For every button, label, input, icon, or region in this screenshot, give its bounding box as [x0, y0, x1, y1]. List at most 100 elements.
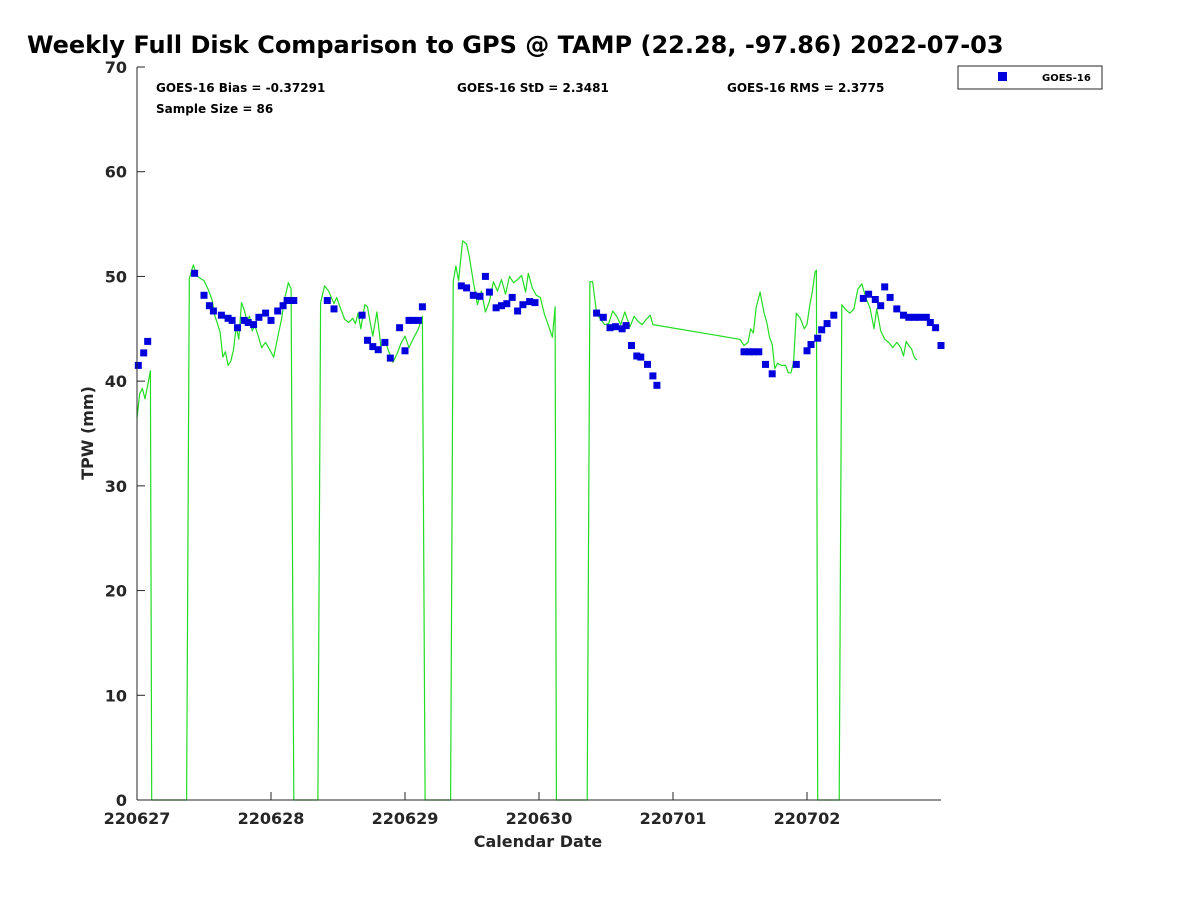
- plot-area: [134, 67, 945, 801]
- goes16-data-point: [205, 302, 213, 310]
- goes16-data-point: [492, 304, 500, 312]
- goes16-data-point: [262, 309, 270, 317]
- series-layer: [134, 240, 945, 801]
- goes16-data-point: [618, 325, 626, 333]
- goes16-data-point: [622, 322, 630, 330]
- goes16-data-point: [893, 305, 901, 313]
- y-tick-label: 40: [105, 372, 127, 391]
- goes16-data-point: [144, 337, 152, 345]
- goes16-data-point: [481, 272, 489, 280]
- goes16-data-point: [401, 347, 409, 355]
- goes16-data-point: [755, 348, 763, 356]
- goes16-data-point: [364, 336, 371, 344]
- goes16-data-point: [653, 381, 661, 389]
- goes16-data-point: [476, 292, 484, 300]
- goes16-data-point: [290, 297, 298, 304]
- goes16-data-point: [905, 313, 913, 321]
- goes16-data-point: [508, 293, 516, 301]
- goes16-data-point: [599, 313, 607, 321]
- goes16-data-point: [485, 288, 493, 296]
- goes16-data-point: [414, 316, 422, 324]
- goes16-data-point: [871, 296, 879, 303]
- goes16-data-point: [814, 334, 822, 342]
- x-tick-label: 220627: [104, 809, 171, 828]
- goes16-data-point: [134, 361, 142, 369]
- goes16-data-point: [209, 307, 217, 315]
- x-axis: 220627 220628 220629 220630 220701 220702: [104, 792, 841, 828]
- goes16-data-point: [409, 316, 417, 324]
- y-tick-label: 70: [105, 58, 127, 77]
- goes16-data-point: [234, 324, 241, 332]
- y-tick-label: 0: [116, 791, 127, 810]
- y-tick-label: 30: [105, 477, 127, 496]
- goes16-data-point: [418, 303, 426, 311]
- goes16-data-point: [865, 290, 873, 298]
- goes16-data-point: [637, 353, 645, 361]
- goes16-data-point: [932, 324, 940, 332]
- goes16-data-point: [457, 282, 465, 290]
- y-tick-label: 20: [105, 582, 127, 601]
- goes16-data-point: [503, 300, 511, 308]
- goes16-data-point: [191, 269, 199, 277]
- goes16-data-point: [877, 302, 885, 310]
- x-tick-label: 220702: [774, 809, 841, 828]
- goes16-data-point: [519, 301, 527, 309]
- goes16-data-point: [937, 342, 945, 349]
- y-axis-label: TPW (mm): [78, 386, 97, 480]
- x-tick-label: 220629: [372, 809, 439, 828]
- stat-sample-size: Sample Size = 86: [156, 102, 273, 116]
- goes16-data-point: [628, 342, 635, 349]
- goes16-data-point: [224, 314, 232, 322]
- goes16-data-point: [745, 348, 753, 356]
- goes16-data-point: [274, 307, 282, 315]
- y-tick-label: 50: [105, 267, 127, 286]
- goes16-data-point: [644, 360, 651, 368]
- goes16-data-point: [633, 352, 641, 360]
- legend-label-goes16: GOES-16: [1042, 73, 1091, 84]
- legend-box: [957, 65, 1103, 90]
- goes16-data-point: [279, 302, 287, 310]
- goes16-data-point: [823, 320, 831, 328]
- goes16-data-point: [255, 313, 263, 321]
- goes16-data-point: [649, 372, 657, 380]
- goes16-data-point: [330, 305, 338, 313]
- goes16-data-point: [859, 294, 867, 302]
- goes16-data-point: [526, 298, 534, 306]
- goes16-data-point: [267, 316, 275, 324]
- goes16-data-point: [926, 319, 934, 326]
- goes16-data-point: [240, 316, 248, 324]
- goes16-data-point: [463, 284, 471, 292]
- legend-marker-goes16: [998, 72, 1007, 81]
- goes16-data-point: [228, 316, 236, 324]
- goes16-data-point: [531, 299, 539, 307]
- y-axis: 0 10 20 30 40 50 60 70: [105, 58, 145, 810]
- x-tick-label: 220628: [238, 809, 305, 828]
- goes16-data-point: [469, 291, 477, 299]
- goes16-data-point: [386, 354, 394, 362]
- chart-title: Weekly Full Disk Comparison to GPS @ TAM…: [27, 31, 1004, 59]
- goes16-data-point: [922, 313, 930, 321]
- goes16-data-point: [283, 297, 291, 304]
- goes16-data-point: [244, 319, 252, 326]
- goes16-data-point: [807, 341, 815, 348]
- goes16-data-point: [792, 360, 800, 368]
- stat-rms: GOES-16 RMS = 2.3775: [727, 81, 884, 95]
- goes16-data-point: [740, 348, 748, 356]
- goes16-data-point: [323, 297, 331, 304]
- goes16-data-point: [762, 360, 769, 368]
- goes16-data-point: [900, 311, 907, 319]
- x-axis-label: Calendar Date: [474, 832, 603, 851]
- goes16-data-point: [886, 293, 894, 301]
- goes16-data-point: [498, 302, 505, 310]
- goes16-data-point: [803, 347, 811, 355]
- y-tick-label: 60: [105, 163, 127, 182]
- stat-std: GOES-16 StD = 2.3481: [457, 81, 609, 95]
- stat-bias: GOES-16 Bias = -0.37291: [156, 81, 325, 95]
- x-tick-label: 220630: [506, 809, 573, 828]
- goes16-data-point: [749, 348, 757, 356]
- legend: GOES-16: [957, 65, 1103, 90]
- y-tick-label: 10: [105, 686, 127, 705]
- goes16-data-point: [217, 311, 225, 319]
